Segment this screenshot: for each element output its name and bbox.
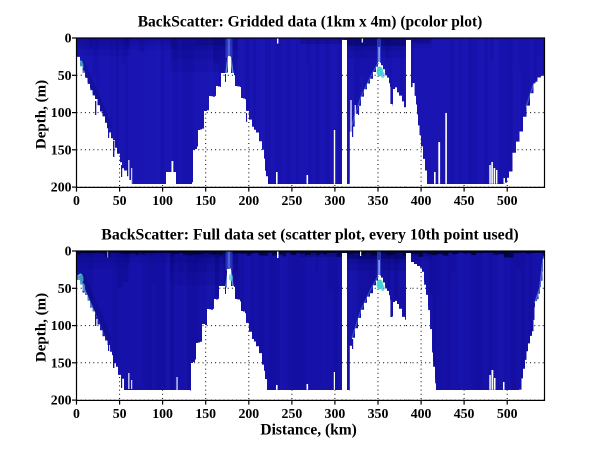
svg-text:250: 250 — [282, 406, 303, 421]
svg-text:50: 50 — [113, 193, 127, 208]
svg-text:BackScatter: Full data set (sc: BackScatter: Full data set (scatter plot… — [101, 226, 518, 243]
svg-text:450: 450 — [454, 193, 475, 208]
svg-text:200: 200 — [238, 406, 259, 421]
svg-text:Depth, (m): Depth, (m) — [34, 80, 50, 149]
svg-text:300: 300 — [325, 193, 346, 208]
svg-text:150: 150 — [195, 193, 216, 208]
svg-text:200: 200 — [238, 193, 259, 208]
svg-text:100: 100 — [152, 406, 173, 421]
svg-text:300: 300 — [325, 406, 346, 421]
svg-text:BackScatter: Gridded data (1km: BackScatter: Gridded data (1km x 4m) (pc… — [138, 13, 483, 30]
svg-text:150: 150 — [51, 142, 72, 157]
svg-text:0: 0 — [65, 244, 72, 259]
svg-text:100: 100 — [152, 193, 173, 208]
svg-text:400: 400 — [411, 406, 432, 421]
svg-text:Distance, (km): Distance, (km) — [260, 421, 356, 438]
svg-text:350: 350 — [368, 406, 389, 421]
svg-text:250: 250 — [282, 193, 303, 208]
svg-text:500: 500 — [497, 193, 518, 208]
svg-text:0: 0 — [73, 406, 80, 421]
svg-text:100: 100 — [51, 105, 72, 120]
svg-text:0: 0 — [65, 31, 72, 46]
svg-text:200: 200 — [51, 393, 72, 408]
svg-text:50: 50 — [58, 281, 72, 296]
svg-text:0: 0 — [73, 193, 80, 208]
svg-text:100: 100 — [51, 318, 72, 333]
svg-text:150: 150 — [195, 406, 216, 421]
svg-text:500: 500 — [497, 406, 518, 421]
svg-text:Depth, (m): Depth, (m) — [34, 293, 50, 362]
svg-text:400: 400 — [411, 193, 432, 208]
svg-text:450: 450 — [454, 406, 475, 421]
svg-text:350: 350 — [368, 193, 389, 208]
svg-text:150: 150 — [51, 355, 72, 370]
svg-text:50: 50 — [113, 406, 127, 421]
svg-text:50: 50 — [58, 68, 72, 83]
svg-text:200: 200 — [51, 180, 72, 195]
